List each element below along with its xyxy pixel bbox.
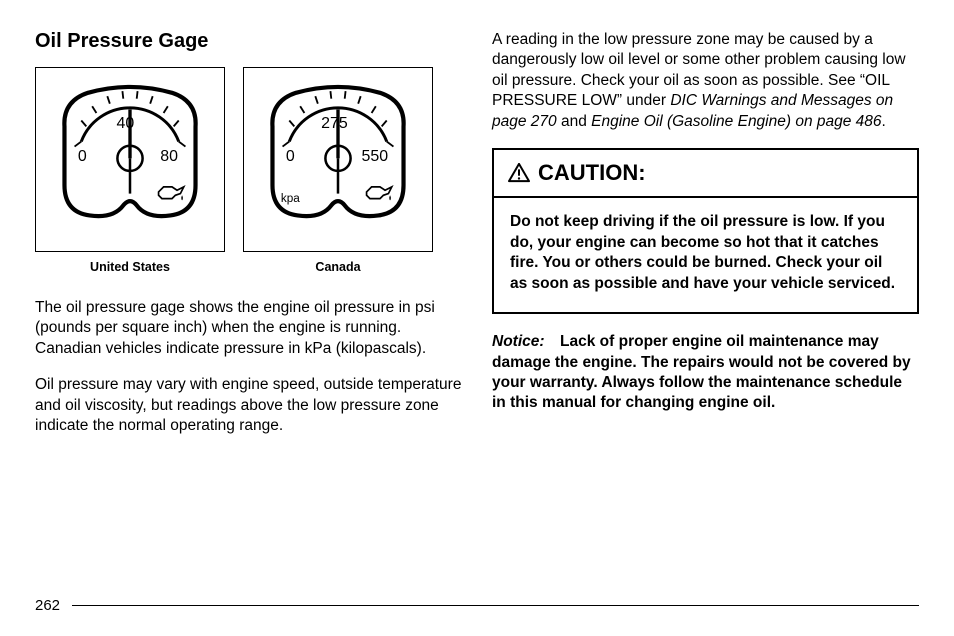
gage-us: 0 40 80: [35, 67, 225, 252]
gage-ca-mid: 275: [321, 115, 348, 132]
notice-para: Notice: Lack of proper engine oil mainte…: [492, 332, 919, 414]
right-column: A reading in the low pressure zone may b…: [492, 30, 919, 453]
caution-box: CAUTION: Do not keep driving if the oil …: [492, 148, 919, 314]
section-title: Oil Pressure Gage: [35, 30, 462, 53]
right-and: and: [557, 113, 591, 130]
gage-us-mid: 40: [117, 115, 135, 132]
oil-can-icon: [159, 186, 184, 199]
right-period: .: [882, 113, 886, 130]
gage-labels-row: United States Canada: [35, 260, 462, 274]
gage-ca-max: 550: [362, 147, 389, 164]
oil-can-icon: [367, 186, 392, 199]
gage-us-svg: 0 40 80: [46, 76, 214, 244]
gage-ca-label: Canada: [243, 260, 433, 274]
right-ref-2: Engine Oil (Gasoline Engine) on page 486: [591, 113, 881, 130]
footer-rule: [72, 605, 919, 606]
left-para-1: The oil pressure gage shows the engine o…: [35, 298, 462, 359]
gage-figures: 0 40 80: [35, 67, 462, 252]
page-number: 262: [35, 597, 60, 614]
gage-ca-unit: kpa: [281, 192, 300, 205]
gage-us-label: United States: [35, 260, 225, 274]
caution-label: CAUTION:: [538, 160, 646, 186]
left-column: Oil Pressure Gage: [35, 30, 462, 453]
gage-us-max: 80: [160, 147, 178, 164]
gage-ca: 0 275 550 kpa: [243, 67, 433, 252]
right-para: A reading in the low pressure zone may b…: [492, 30, 919, 132]
caution-body: Do not keep driving if the oil pressure …: [494, 198, 917, 312]
page-footer: 262: [35, 597, 919, 614]
notice-gap: [545, 333, 561, 350]
gage-ca-min: 0: [286, 147, 295, 164]
gage-ca-svg: 0 275 550 kpa: [254, 76, 422, 244]
caution-header: CAUTION:: [494, 150, 917, 198]
notice-label: Notice:: [492, 333, 545, 350]
warning-triangle-icon: [508, 163, 530, 183]
gage-us-min: 0: [78, 147, 87, 164]
left-para-2: Oil pressure may vary with engine speed,…: [35, 375, 462, 436]
page-content: Oil Pressure Gage: [35, 30, 919, 453]
